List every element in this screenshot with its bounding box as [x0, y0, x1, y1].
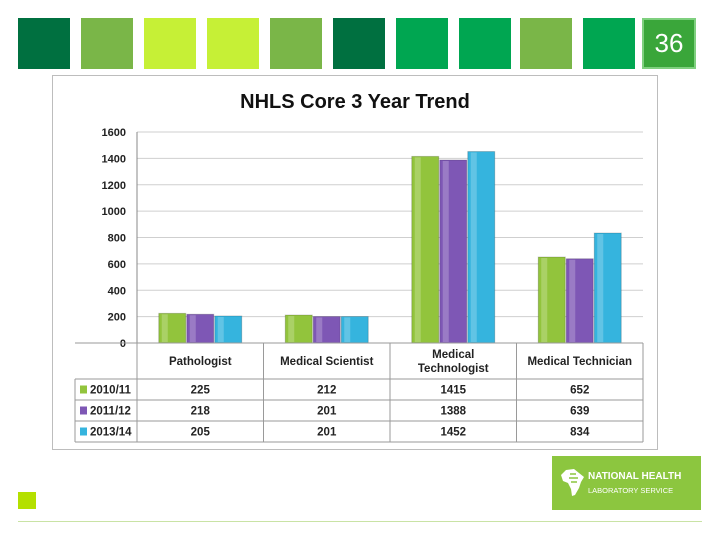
category-label: Medical Technologist	[418, 349, 489, 375]
bar	[214, 315, 243, 344]
bar-highlight	[541, 258, 548, 342]
y-tick-label: 400	[108, 285, 126, 297]
chart-title: NHLS Core 3 Year Trend	[240, 91, 470, 113]
bar-highlight	[189, 315, 196, 342]
bar-highlight	[414, 157, 421, 342]
bar	[284, 314, 313, 344]
bar	[186, 313, 215, 344]
bar	[312, 315, 341, 344]
data-table-cell: 212	[317, 385, 336, 397]
bar	[158, 312, 187, 344]
data-table-cell: 225	[191, 385, 211, 397]
bar	[340, 315, 369, 344]
legend-label: 2011/12	[90, 406, 131, 418]
data-table-cell: 1452	[440, 427, 466, 439]
legend-label: 2013/14	[90, 427, 132, 439]
africa-map-icon	[561, 469, 584, 496]
header-tile	[583, 18, 635, 69]
bar	[537, 256, 566, 344]
data-table-cell: 201	[317, 406, 337, 418]
bar-highlight	[344, 317, 351, 342]
legend-swatch	[80, 406, 87, 415]
bar	[439, 159, 468, 344]
header-tile	[459, 18, 511, 69]
legend-swatch	[80, 385, 87, 394]
bar-highlight	[569, 259, 576, 342]
header-tile	[396, 18, 448, 69]
legend-label: 2010/11	[90, 385, 132, 397]
header-tile	[144, 18, 196, 69]
bar-highlight	[597, 234, 604, 342]
y-tick-label: 1200	[102, 180, 126, 192]
bar-highlight	[470, 152, 477, 342]
chart-frame: NHLS Core 3 Year Trend 0 200 400 600 800 1000 1…	[52, 75, 658, 450]
y-tick-label: 1600	[102, 127, 126, 139]
logo-subtitle: LABORATORY SERVICE	[588, 486, 674, 495]
category-label: Medical Scientist	[280, 356, 373, 368]
header-tile	[81, 18, 133, 69]
data-table-cell: 218	[191, 406, 211, 418]
header-tile	[520, 18, 572, 69]
data-table-cell: 652	[570, 385, 589, 397]
y-tick-label: 200	[108, 312, 126, 324]
bar-chart: NHLS Core 3 Year Trend 0 200 400 600 800 1000 1…	[74, 91, 644, 443]
y-tick-label: 600	[108, 259, 126, 271]
bar-highlight	[442, 160, 449, 342]
data-table-cell: 201	[317, 427, 337, 439]
bar	[593, 232, 622, 344]
logo-title: NATIONAL HEALTH	[588, 471, 682, 482]
bottom-rule	[18, 521, 702, 522]
y-tick-label: 0	[120, 338, 126, 350]
category-label: Pathologist	[169, 356, 232, 368]
header-tile	[333, 18, 385, 69]
data-table-cell: 1415	[440, 385, 466, 397]
header-tile	[18, 18, 70, 69]
data-table-cell: 834	[570, 427, 590, 439]
decor-square	[18, 492, 36, 509]
y-tick-label: 1400	[102, 153, 126, 165]
data-table-cell: 1388	[440, 406, 466, 418]
bar-highlight	[288, 316, 295, 342]
slide-number: 36	[642, 18, 696, 69]
data-table-cell: 639	[570, 406, 589, 418]
header-tile	[270, 18, 322, 69]
category-label: Medical Technician	[527, 356, 632, 368]
nhls-logo: NATIONAL HEALTH LABORATORY SERVICE	[552, 456, 701, 510]
legend-swatch	[80, 427, 87, 436]
bar-highlight	[316, 317, 323, 342]
data-table-cell: 205	[191, 427, 211, 439]
bar-highlight	[161, 314, 168, 342]
bar-highlight	[217, 316, 224, 342]
y-tick-label: 1000	[102, 206, 126, 218]
y-tick-label: 800	[108, 233, 126, 245]
header-tile	[207, 18, 259, 69]
